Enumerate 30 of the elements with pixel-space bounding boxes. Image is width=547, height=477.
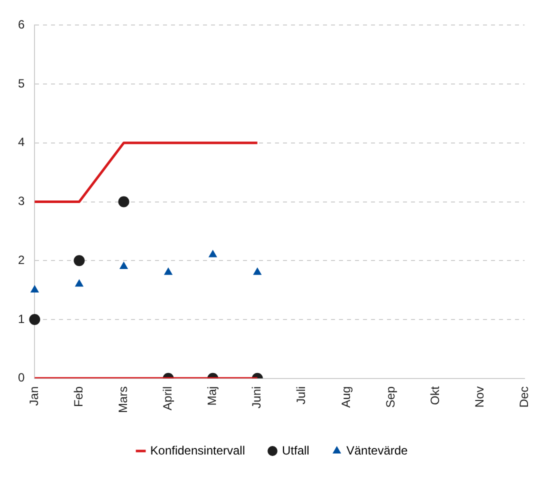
y-tick-label: 3	[18, 194, 25, 208]
point	[74, 279, 84, 287]
x-tick-label: Juni	[250, 386, 264, 408]
y-tick-label: 6	[18, 18, 25, 32]
x-tick-label: April	[160, 386, 175, 410]
point	[118, 196, 130, 208]
y-tick-label: 2	[18, 252, 25, 267]
x-tick-label: Jan	[26, 386, 41, 406]
x-tick-label: Okt	[428, 386, 442, 406]
legend-label: Utfall	[282, 443, 310, 458]
x-tick-label: Mars	[116, 386, 130, 414]
y-tick-label: 5	[18, 76, 25, 90]
x-tick-label: Sep	[383, 386, 398, 408]
x-tick-label: Feb	[72, 386, 86, 408]
point	[74, 255, 85, 266]
x-tick-label: Juli	[294, 386, 308, 404]
point	[119, 262, 128, 270]
point	[164, 267, 173, 275]
legend-label: Konfidensintervall	[150, 443, 246, 458]
point	[253, 267, 262, 275]
point	[30, 285, 40, 293]
y-tick-label: 0	[18, 370, 25, 385]
point	[208, 250, 218, 258]
legend-label: Väntevärde	[346, 443, 408, 458]
y-tick-label: 1	[18, 312, 25, 326]
x-tick-label: Maj	[205, 386, 220, 406]
x-tick-label: Dec	[516, 386, 531, 408]
x-tick-label: Aug	[338, 386, 353, 408]
y-tick-label: 4	[18, 135, 25, 150]
x-tick-label: Nov	[472, 386, 486, 408]
